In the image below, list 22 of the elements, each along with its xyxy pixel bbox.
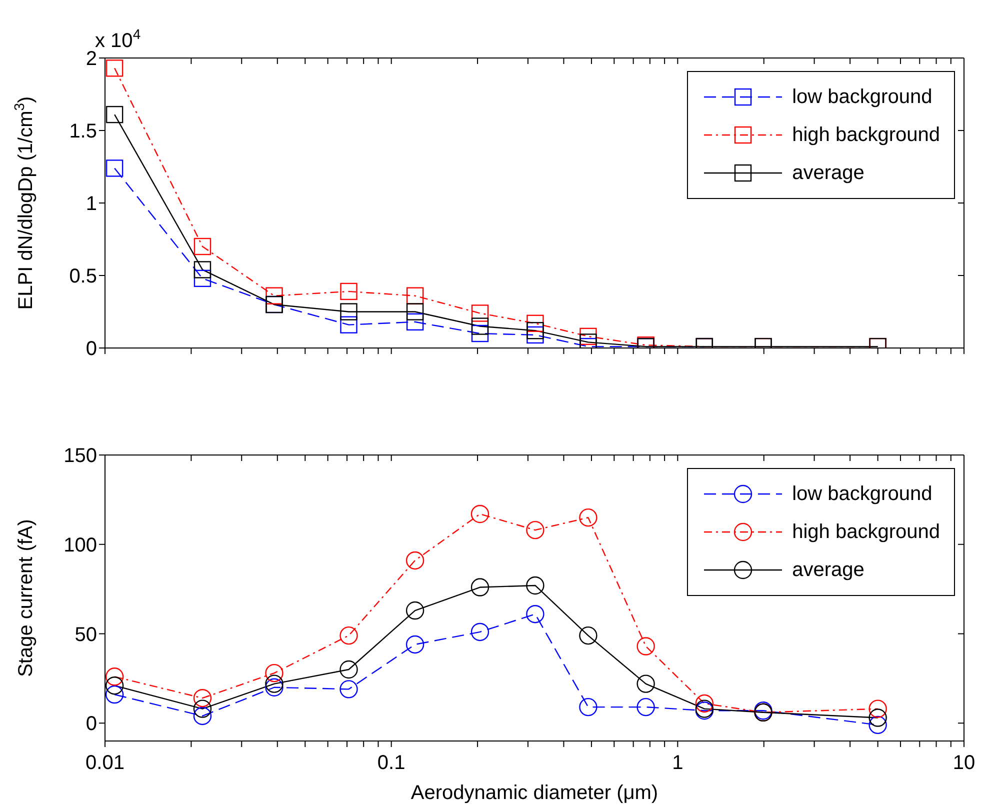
y-tick-label: 1: [86, 193, 97, 216]
text: x 10$^{4}$: [95, 26, 141, 52]
legend-label: low background: [792, 482, 932, 506]
y-tick-label: 2: [86, 48, 97, 70]
legend-label: average: [792, 558, 864, 582]
y-axis-title: Stage current (fA): [15, 519, 37, 677]
legend-label: average: [792, 162, 864, 184]
y-tick-label: 100: [64, 534, 97, 556]
x-tick-label: 10: [952, 752, 976, 774]
x-axis-title: Aerodynamic diameter (μm): [410, 782, 658, 804]
x-tick-label: 0.1: [377, 752, 406, 774]
legend-label: high background: [792, 520, 940, 544]
legend-label: high background: [792, 124, 940, 146]
x-tick-label: 0.01: [86, 752, 124, 774]
y-tick-label: 1.5: [69, 120, 97, 143]
y-tick-label: 0: [86, 713, 97, 736]
y-tick-label: 50: [74, 624, 97, 646]
y-tick-label: 150: [64, 445, 97, 468]
y-tick-label: 0.5: [69, 266, 97, 288]
x-tick-label: 1: [672, 752, 684, 774]
legend-label: low background: [792, 86, 932, 108]
y-tick-label: 0: [86, 338, 97, 360]
